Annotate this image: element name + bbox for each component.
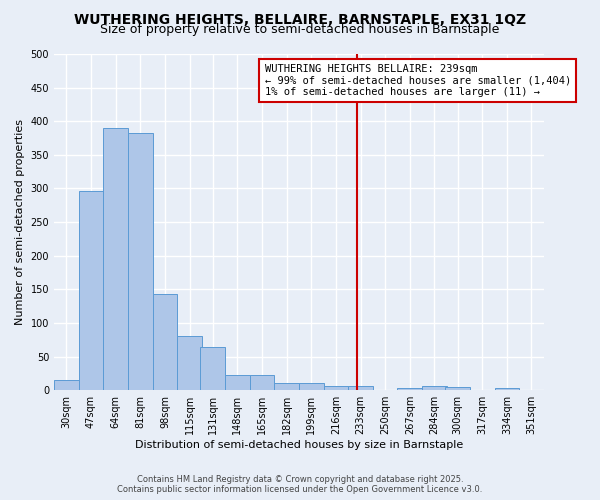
Bar [274,383,299,390]
Bar [177,336,202,390]
Bar [445,387,470,390]
Bar [323,386,348,390]
Bar [299,384,323,390]
Bar [152,294,177,390]
Bar [494,388,519,390]
Bar [348,386,373,390]
Bar [422,386,447,390]
Bar [79,191,103,390]
Bar [54,380,79,390]
Text: WUTHERING HEIGHTS BELLAIRE: 239sqm
← 99% of semi-detached houses are smaller (1,: WUTHERING HEIGHTS BELLAIRE: 239sqm ← 99%… [265,64,571,98]
Bar [397,388,422,390]
Bar [200,346,225,390]
X-axis label: Distribution of semi-detached houses by size in Barnstaple: Distribution of semi-detached houses by … [135,440,463,450]
Bar [103,128,128,390]
Text: Size of property relative to semi-detached houses in Barnstaple: Size of property relative to semi-detach… [100,22,500,36]
Bar [128,132,152,390]
Bar [250,376,274,390]
Bar [225,376,250,390]
Text: Contains HM Land Registry data © Crown copyright and database right 2025.
Contai: Contains HM Land Registry data © Crown c… [118,474,482,494]
Y-axis label: Number of semi-detached properties: Number of semi-detached properties [15,119,25,325]
Text: WUTHERING HEIGHTS, BELLAIRE, BARNSTAPLE, EX31 1QZ: WUTHERING HEIGHTS, BELLAIRE, BARNSTAPLE,… [74,12,526,26]
